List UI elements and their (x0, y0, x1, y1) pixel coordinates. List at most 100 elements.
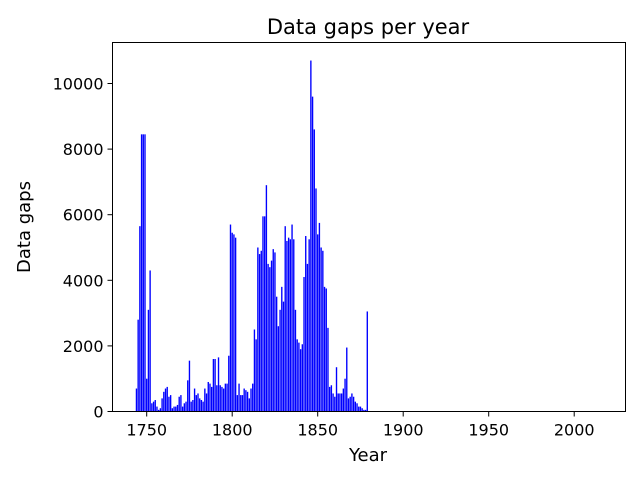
y-tick-label: 10000 (53, 75, 104, 94)
bar-1865 (342, 388, 345, 412)
x-tick-label: 1850 (297, 421, 338, 440)
bar-1802 (234, 237, 237, 412)
bar-1857 (328, 386, 331, 412)
bar-1745 (137, 319, 139, 412)
bar-1836 (293, 239, 295, 412)
bar-1848 (313, 129, 315, 412)
bar-1818 (262, 216, 264, 412)
bar-1819 (264, 216, 266, 412)
bar-1825 (274, 252, 276, 412)
bar-1849 (315, 188, 317, 412)
bar-1846 (310, 60, 312, 412)
bar-1790 (214, 359, 216, 412)
bar-1871 (352, 396, 355, 412)
bar-1748 (142, 134, 144, 412)
bar-1760 (163, 391, 165, 412)
bar-1747 (140, 134, 143, 412)
bar-1834 (289, 239, 292, 412)
bars-group (135, 60, 368, 412)
bar-1746 (139, 226, 141, 412)
bar-1863 (339, 393, 341, 412)
bar-1826 (275, 296, 278, 412)
bar-1874 (358, 406, 360, 412)
bar-1798 (228, 355, 230, 412)
bar-1866 (344, 378, 346, 412)
bar-1789 (212, 359, 215, 412)
bar-1807 (243, 388, 245, 412)
bar-1796 (224, 383, 227, 412)
bar-1864 (340, 393, 343, 412)
bar-1812 (252, 383, 254, 412)
bar-1856 (327, 327, 329, 412)
y-axis-ticks: 0 2000 4000 6000 8000 10000 (53, 75, 113, 422)
bar-1877 (363, 409, 365, 412)
bar-1775 (188, 360, 191, 412)
y-tick-label: 2000 (63, 337, 104, 356)
x-tick-label: 1900 (383, 421, 424, 440)
bar-1759 (161, 398, 163, 412)
bar-1843 (305, 236, 307, 412)
bar-1780 (197, 393, 199, 412)
bar-1830 (282, 301, 285, 412)
bar-1854 (323, 286, 326, 412)
bar-1867 (346, 347, 348, 412)
bar-1744 (135, 388, 138, 412)
bar-1787 (209, 383, 211, 412)
bar-1868 (347, 398, 350, 412)
bar-1858 (330, 385, 333, 412)
bar-1833 (287, 237, 290, 412)
bar-1806 (241, 395, 244, 412)
y-tick-label: 4000 (63, 271, 104, 290)
bar-1839 (298, 342, 300, 412)
bar-1851 (318, 222, 321, 412)
bar-1795 (222, 388, 225, 412)
bar-1827 (277, 326, 280, 412)
bar-1853 (322, 250, 324, 412)
bar-1800 (231, 232, 233, 412)
bar-1810 (248, 398, 250, 412)
bar-1753 (151, 403, 153, 412)
bar-1845 (308, 239, 310, 412)
bar-1840 (299, 349, 302, 412)
bar-1779 (195, 395, 197, 412)
bar-1749 (144, 134, 146, 412)
x-tick-label: 1950 (468, 421, 509, 440)
bar-1828 (279, 309, 281, 412)
bar-1829 (281, 286, 283, 412)
bar-1813 (253, 329, 256, 412)
bar-1783 (202, 401, 204, 412)
bar-1847 (311, 96, 314, 412)
bar-1824 (272, 249, 274, 412)
bar-1820 (265, 185, 268, 412)
bar-1782 (200, 400, 203, 412)
bar-1758 (159, 408, 162, 412)
bar-1784 (204, 388, 206, 412)
bar-1788 (211, 386, 213, 412)
y-tick-label: 8000 (63, 140, 104, 159)
bar-1768 (176, 404, 179, 412)
bar-1751 (147, 309, 150, 412)
bar-1756 (156, 406, 158, 412)
bar-1773 (185, 401, 187, 412)
bar-1869 (349, 396, 351, 412)
bar-1781 (199, 398, 201, 412)
bar-1862 (337, 393, 339, 412)
bar-1859 (332, 393, 334, 412)
bar-1842 (303, 277, 305, 412)
bar-1821 (267, 263, 269, 412)
y-axis-label: Data gaps (14, 181, 35, 273)
bar-1763 (168, 396, 170, 412)
bar-1777 (192, 400, 194, 412)
bar-1861 (335, 367, 338, 412)
bar-1785 (205, 393, 208, 412)
bar-1817 (260, 250, 262, 412)
bar-1786 (207, 381, 209, 412)
bar-1809 (246, 391, 249, 412)
bar-1850 (317, 234, 319, 412)
bar-1791 (216, 385, 218, 412)
bar-1878 (364, 409, 367, 412)
bar-1769 (178, 396, 180, 412)
bar-1755 (154, 400, 156, 412)
bar-1761 (164, 388, 167, 412)
